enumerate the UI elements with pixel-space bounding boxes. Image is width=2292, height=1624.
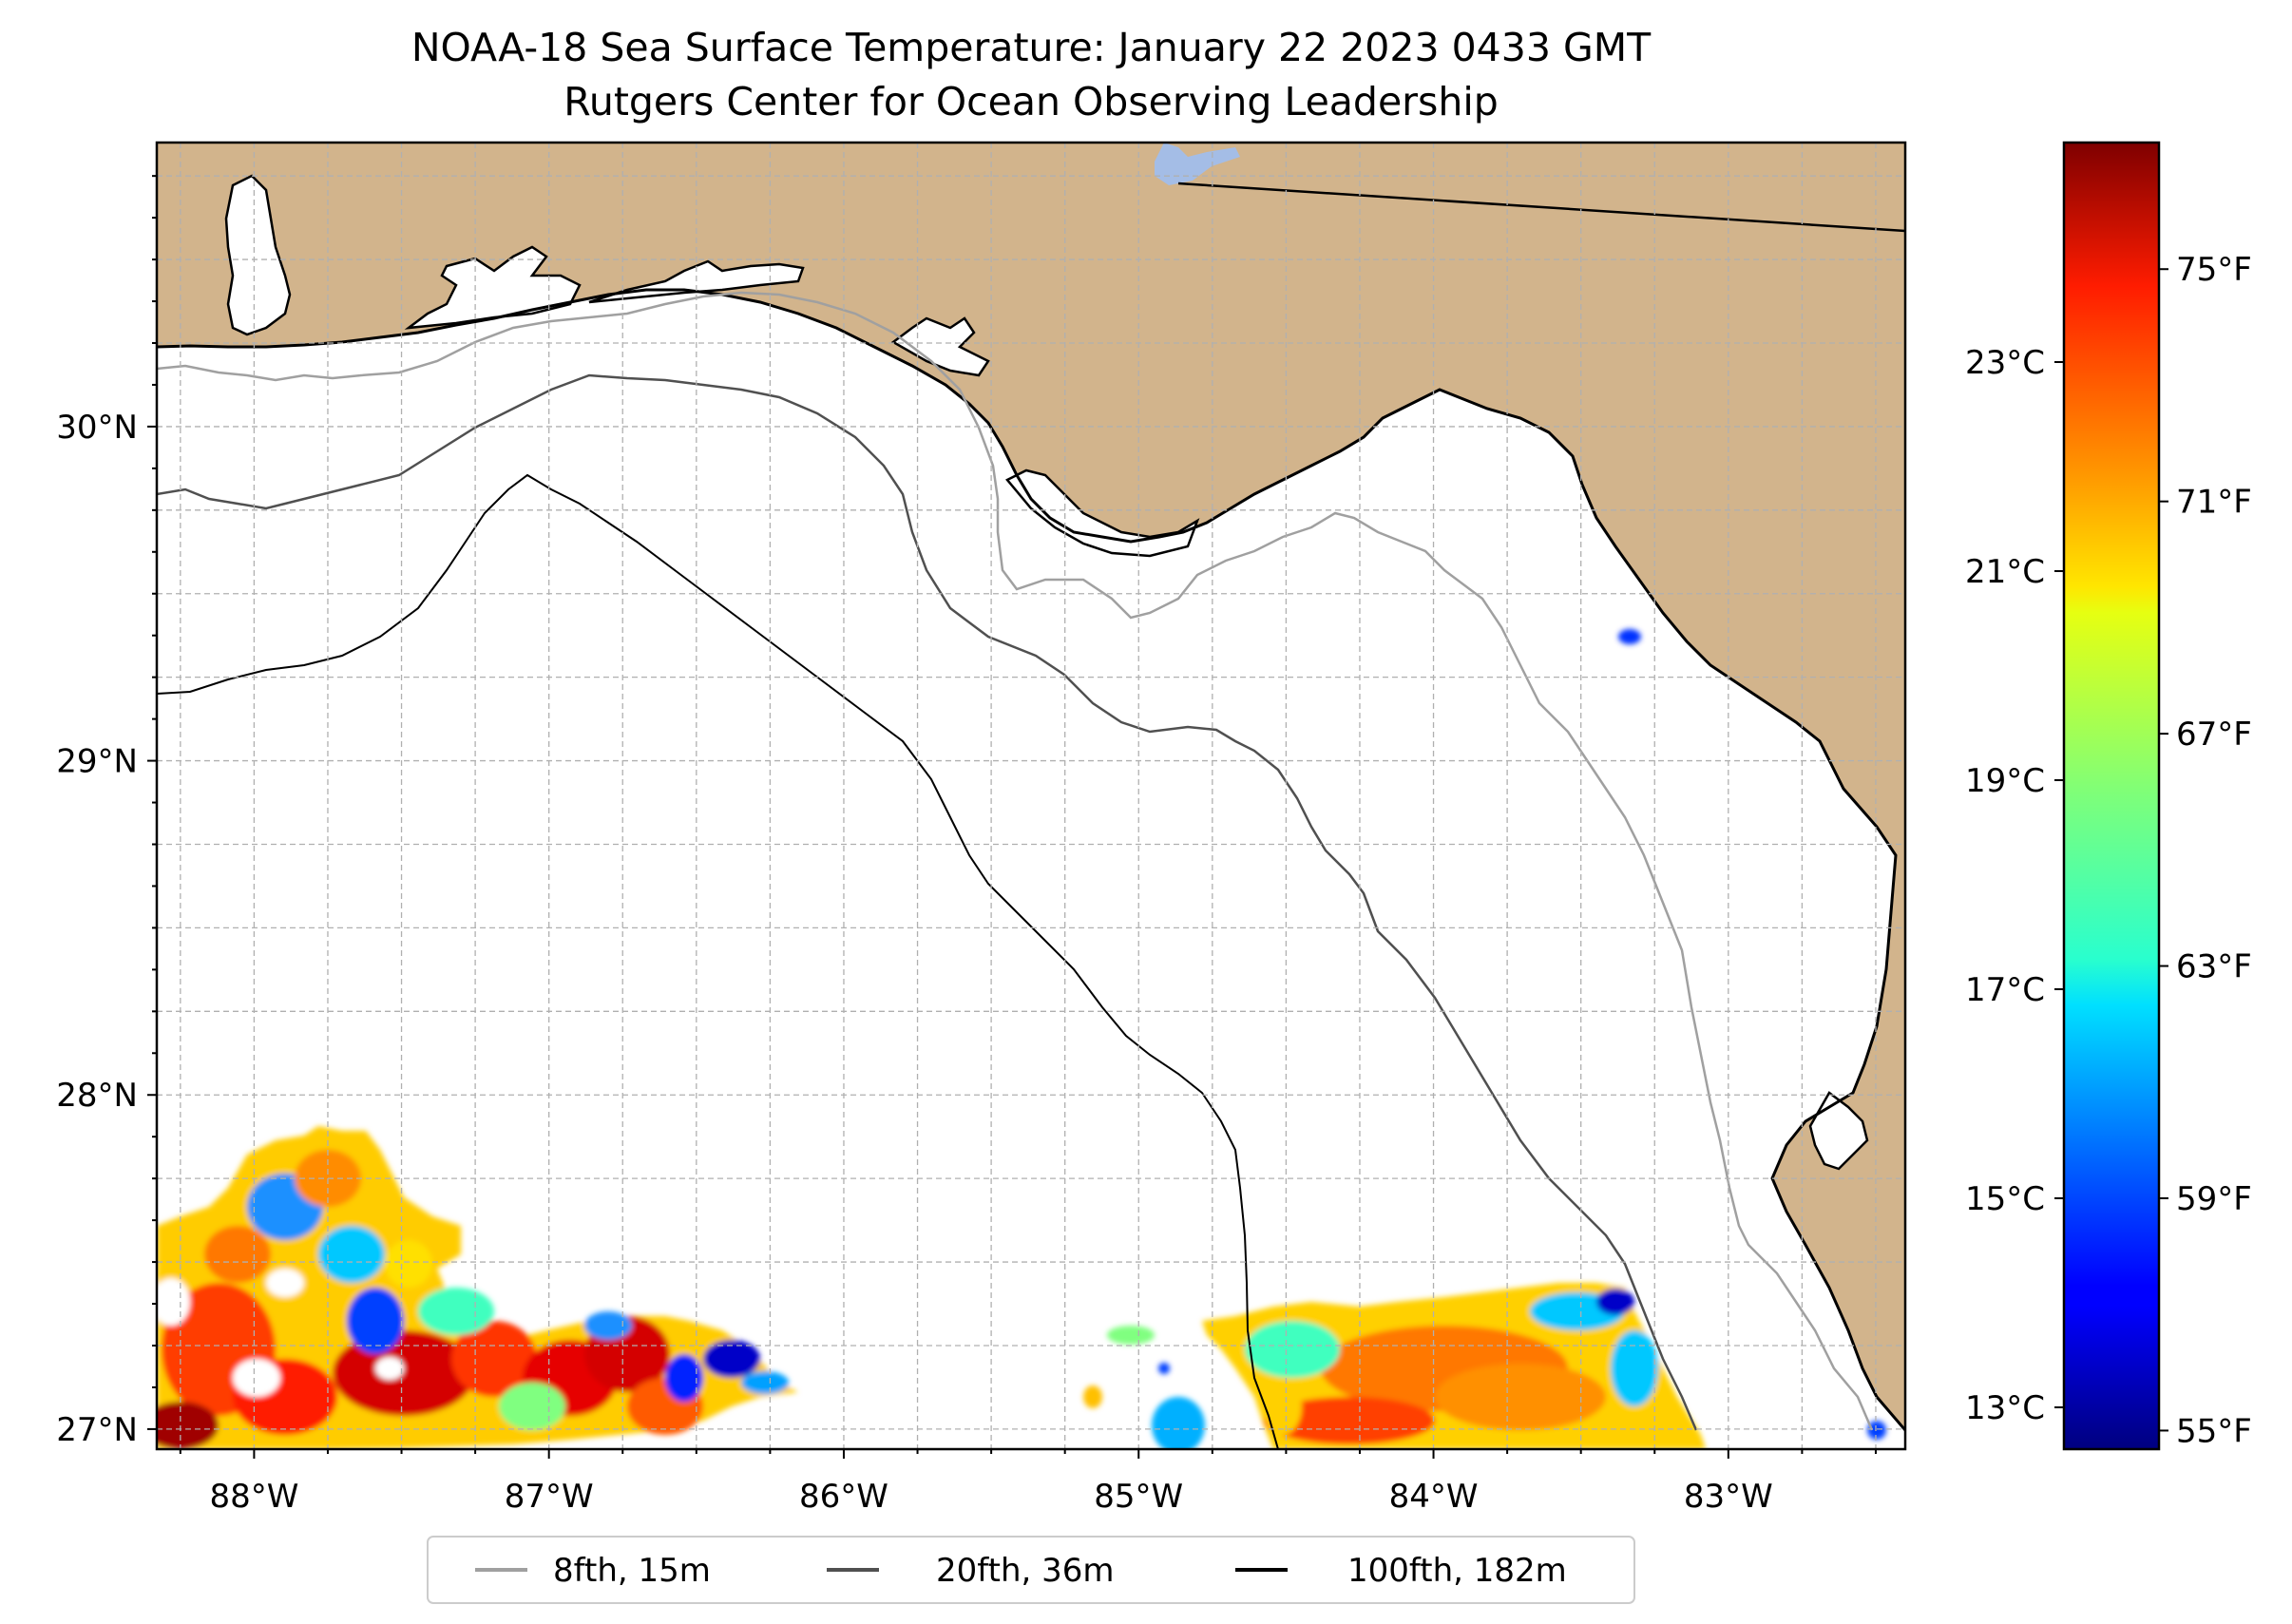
colorbar-fahrenheit-axis: 55°F 59°F 63°F 67°F 71°F 75°F bbox=[2159, 251, 2252, 1450]
map-area bbox=[157, 143, 1905, 1449]
isobath-20fth bbox=[157, 373, 1698, 1431]
fahrenheit-tick-label: 71°F bbox=[2176, 484, 2252, 522]
gridlines bbox=[157, 143, 1905, 1449]
celsius-tick-label: 17°C bbox=[1965, 971, 2045, 1009]
celsius-tick-label: 23°C bbox=[1965, 344, 2045, 382]
celsius-tick-label: 19°C bbox=[1965, 762, 2045, 800]
lon-tick-label: 85°W bbox=[1094, 1478, 1183, 1516]
sst-east-patch bbox=[1202, 1283, 1706, 1449]
lon-tick-label: 84°W bbox=[1389, 1478, 1479, 1516]
mobile-bay bbox=[224, 174, 292, 336]
legend-label-100fth: 100fth, 182m bbox=[1347, 1552, 1567, 1590]
lat-tick-label: 28°N bbox=[56, 1077, 138, 1115]
celsius-tick-label: 13°C bbox=[1965, 1389, 2045, 1427]
fahrenheit-tick-label: 63°F bbox=[2176, 948, 2252, 986]
state-border bbox=[1177, 182, 1905, 233]
celsius-tick-label: 21°C bbox=[1965, 553, 2045, 591]
coastline bbox=[157, 288, 1905, 1431]
lon-tick-label: 86°W bbox=[799, 1478, 888, 1516]
fahrenheit-tick-label: 67°F bbox=[2176, 716, 2252, 754]
legend-box bbox=[427, 1536, 1635, 1604]
sst-west-patch bbox=[157, 1126, 798, 1449]
map-subtitle: Rutgers Center for Ocean Observing Leade… bbox=[563, 79, 1499, 124]
celsius-tick-label: 15°C bbox=[1965, 1180, 2045, 1218]
lat-tick-label: 30°N bbox=[56, 409, 138, 447]
isobath-8fth bbox=[157, 291, 1874, 1431]
legend: 8fth, 15m 20fth, 36m 100fth, 182m bbox=[427, 1536, 1635, 1604]
colorbar bbox=[2062, 141, 2161, 1451]
lat-tick-label: 27°N bbox=[56, 1411, 138, 1449]
isobath-100fth bbox=[157, 473, 1279, 1449]
sst-small-patches bbox=[1083, 629, 1886, 1449]
fahrenheit-tick-label: 59°F bbox=[2176, 1180, 2252, 1218]
legend-label-20fth: 20fth, 36m bbox=[936, 1552, 1115, 1590]
latitude-axis: 27°N 28°N 29°N 30°N bbox=[56, 175, 157, 1449]
lon-tick-label: 88°W bbox=[209, 1478, 298, 1516]
fahrenheit-tick-label: 55°F bbox=[2176, 1412, 2252, 1450]
map-title: NOAA-18 Sea Surface Temperature: January… bbox=[411, 25, 1652, 70]
fahrenheit-tick-label: 75°F bbox=[2176, 251, 2252, 289]
lake-seminole bbox=[1155, 143, 1240, 185]
land-mass bbox=[157, 143, 1905, 1430]
longitude-axis: 88°W 87°W 86°W 85°W 84°W 83°W bbox=[179, 1449, 1877, 1516]
legend-label-8fth: 8fth, 15m bbox=[553, 1552, 711, 1590]
map-frame bbox=[155, 141, 1907, 1451]
lat-tick-label: 29°N bbox=[56, 743, 138, 781]
lon-tick-label: 87°W bbox=[505, 1478, 594, 1516]
colorbar-celsius-axis: 13°C 15°C 17°C 19°C 21°C 23°C bbox=[1965, 344, 2064, 1427]
lon-tick-label: 83°W bbox=[1684, 1478, 1773, 1516]
